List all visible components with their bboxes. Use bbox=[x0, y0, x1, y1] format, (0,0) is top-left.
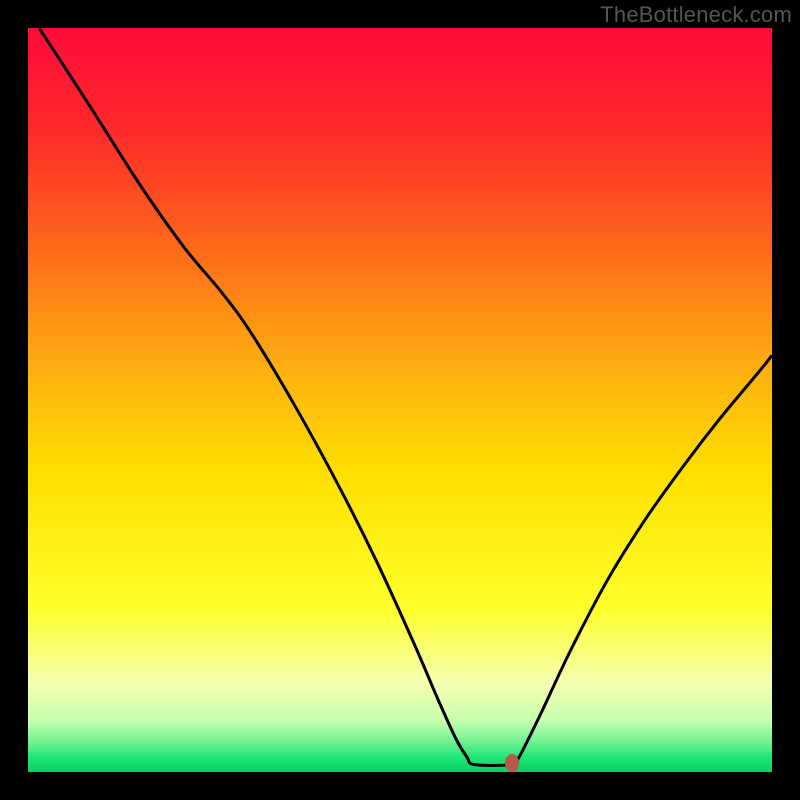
optimal-point-marker bbox=[505, 754, 519, 772]
watermark-text: TheBottleneck.com bbox=[600, 2, 792, 28]
chart-frame: TheBottleneck.com bbox=[0, 0, 800, 800]
plot-area bbox=[28, 28, 772, 772]
bottleneck-curve bbox=[28, 28, 772, 772]
